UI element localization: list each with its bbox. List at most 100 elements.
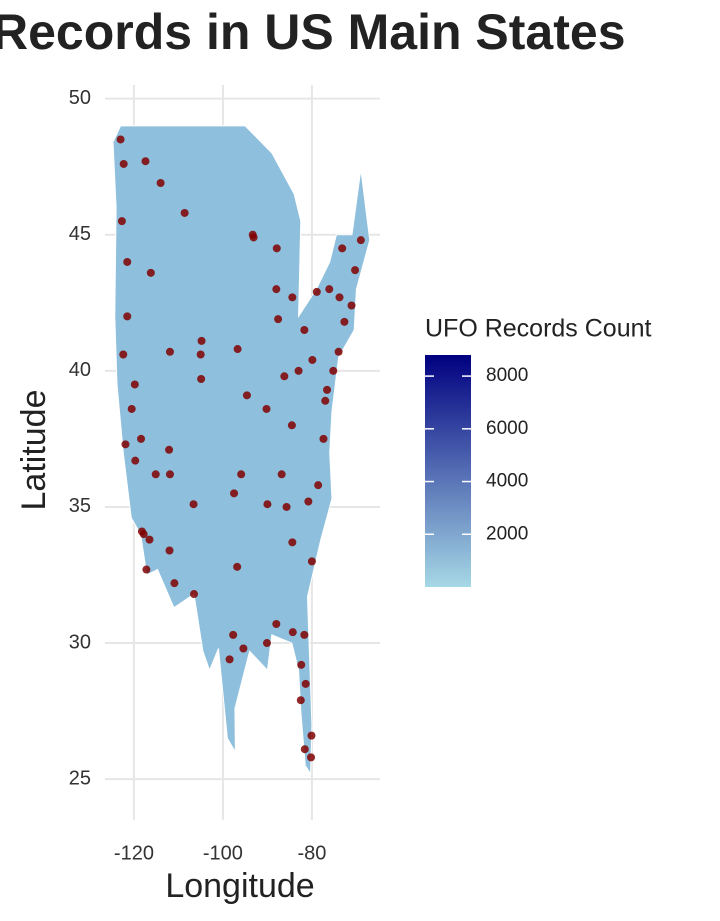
x-axis-label: Longitude	[165, 867, 314, 905]
colorbar	[425, 355, 471, 587]
point	[300, 745, 309, 754]
point	[123, 312, 132, 321]
point	[300, 326, 309, 334]
x-tick-label: -100	[203, 842, 243, 864]
point	[263, 500, 272, 509]
point	[307, 731, 316, 740]
point	[262, 639, 271, 648]
colorbar-tick-label: 4000	[486, 471, 528, 492]
point	[335, 293, 344, 302]
point	[127, 404, 136, 413]
point	[307, 557, 316, 566]
point	[338, 244, 347, 253]
point	[229, 630, 238, 639]
point	[116, 135, 125, 144]
y-axis-label: Latitude	[15, 390, 53, 511]
point	[137, 434, 146, 443]
point	[130, 380, 139, 389]
point	[297, 660, 306, 669]
point	[196, 350, 205, 359]
point	[197, 336, 206, 345]
point	[323, 385, 332, 394]
point	[287, 421, 296, 430]
point	[189, 500, 198, 509]
colorbar-tick-label: 6000	[486, 418, 528, 439]
point	[156, 179, 165, 187]
point	[347, 301, 356, 310]
y-tick-label: 25	[69, 767, 91, 789]
point	[329, 366, 338, 375]
point	[334, 347, 343, 356]
point	[340, 317, 349, 326]
point	[165, 546, 174, 555]
point	[165, 347, 174, 356]
point	[165, 470, 174, 479]
point	[145, 535, 154, 544]
point	[230, 489, 239, 498]
point	[131, 456, 140, 465]
colorbar-tick-label: 8000	[486, 365, 528, 386]
point	[239, 644, 248, 653]
point	[237, 470, 246, 479]
point	[282, 502, 291, 511]
point	[300, 630, 309, 639]
y-tick-label: 45	[69, 223, 91, 245]
point	[272, 285, 281, 294]
point	[277, 470, 286, 479]
y-tick-label: 35	[69, 495, 91, 517]
point	[119, 350, 128, 359]
point	[151, 470, 160, 479]
land	[112, 125, 371, 776]
point	[314, 481, 323, 490]
point	[225, 655, 234, 664]
point	[117, 217, 126, 226]
point	[249, 233, 258, 242]
colorbar-ticks: 2000 4000 6000 8000	[425, 365, 528, 544]
point	[312, 287, 321, 296]
point	[242, 391, 251, 400]
legend-title: UFO Records Count	[425, 315, 652, 343]
point	[233, 562, 242, 571]
point	[307, 753, 316, 762]
y-tick-label: 30	[69, 631, 91, 653]
point	[146, 268, 155, 277]
point	[356, 236, 365, 245]
x-tick-label: -120	[114, 842, 154, 864]
point	[272, 620, 281, 628]
point	[321, 396, 330, 405]
point	[288, 538, 297, 547]
point	[119, 159, 128, 168]
point	[301, 679, 310, 688]
point	[296, 696, 305, 705]
colorbar-tick-label: 2000	[486, 523, 528, 544]
x-tick-label: -80	[297, 842, 326, 864]
point	[304, 497, 313, 506]
point	[233, 345, 242, 354]
point	[351, 266, 360, 275]
point	[165, 445, 174, 454]
point	[142, 565, 151, 574]
point	[319, 434, 328, 443]
point	[280, 372, 289, 381]
point	[308, 355, 317, 364]
point	[288, 293, 297, 302]
point	[170, 579, 179, 588]
point	[180, 208, 189, 217]
point	[262, 404, 271, 413]
point	[288, 628, 297, 637]
point	[294, 366, 303, 375]
points	[116, 135, 365, 762]
point	[272, 244, 281, 253]
chart-title: Records in US Main States	[0, 4, 626, 60]
point	[123, 257, 132, 266]
point	[189, 590, 198, 599]
point	[121, 440, 130, 449]
point	[197, 375, 206, 383]
point	[274, 315, 283, 324]
y-tick-label: 50	[69, 87, 91, 109]
point	[139, 530, 148, 539]
point	[141, 157, 150, 166]
point	[325, 285, 334, 294]
